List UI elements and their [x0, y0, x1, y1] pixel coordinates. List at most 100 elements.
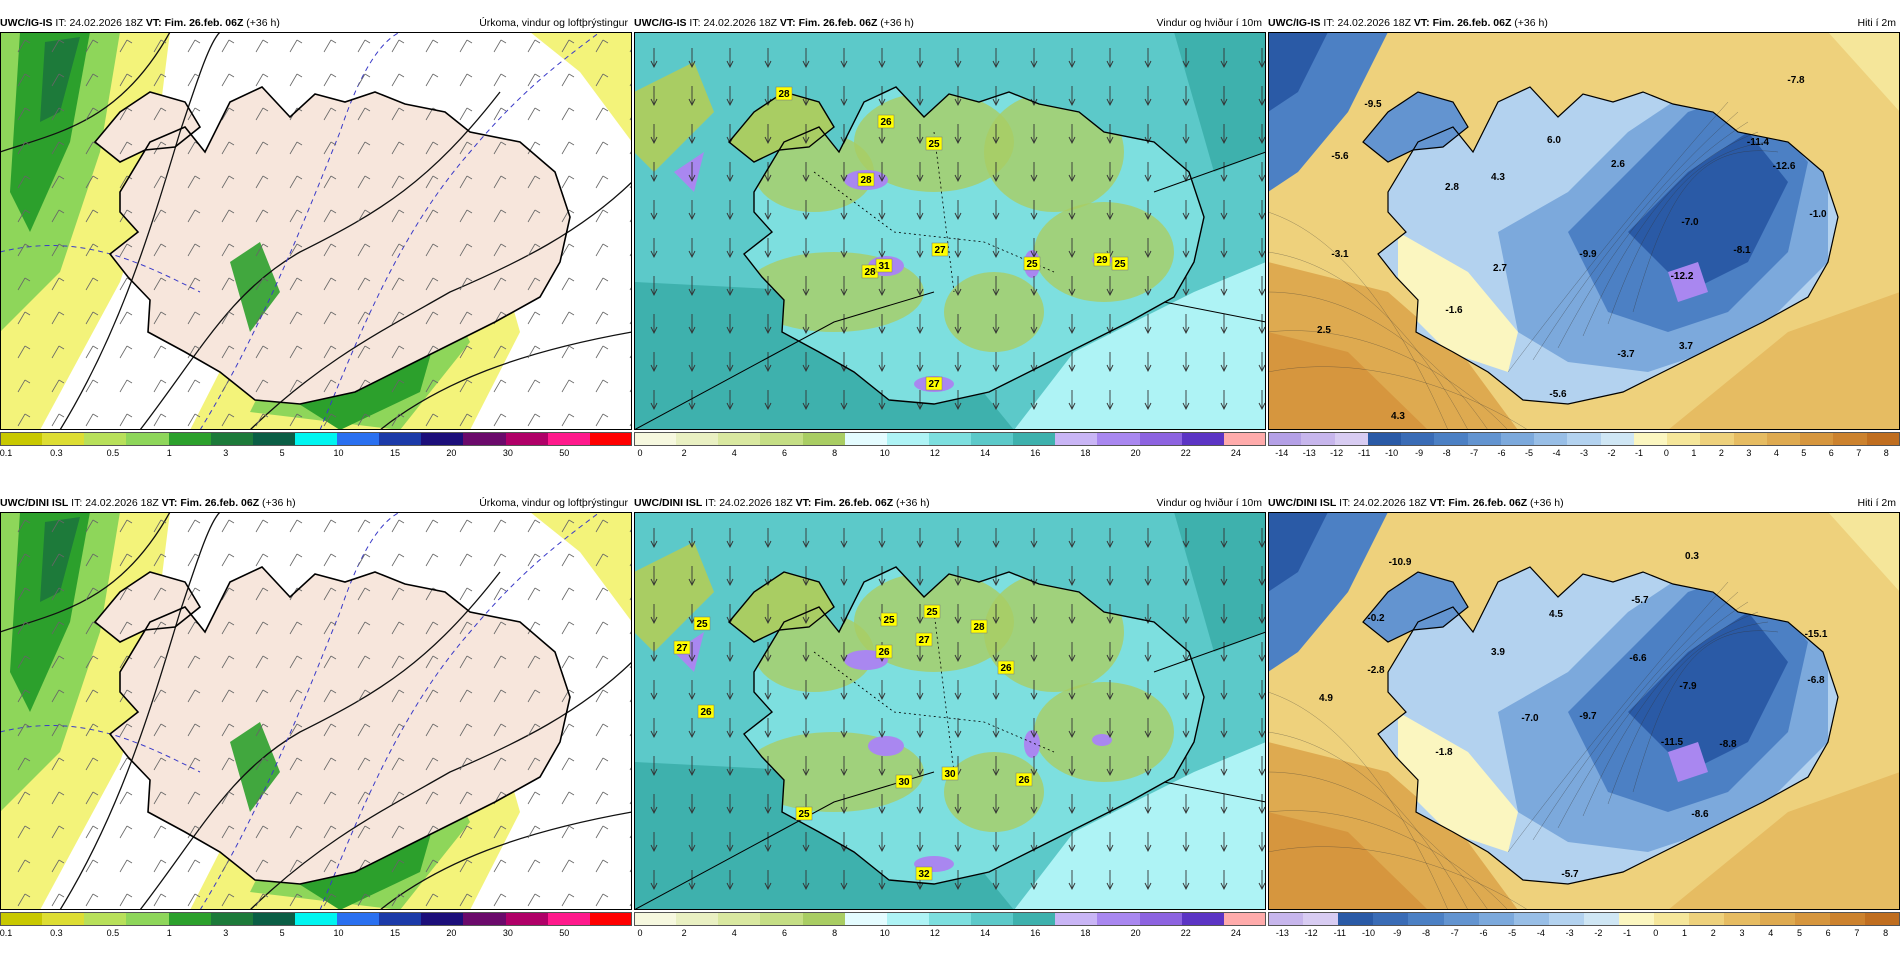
map-value-label: -1.8 — [1435, 747, 1453, 758]
colorbar-tick-label: 24 — [1230, 928, 1241, 938]
map-value-label: -9.5 — [1364, 99, 1382, 110]
colorbar-tick-label: 15 — [389, 928, 401, 938]
colorbar-swatch — [252, 912, 296, 926]
colorbar-tick-label: 20 — [1130, 448, 1141, 458]
colorbar-tick-label: 30 — [502, 448, 513, 458]
model-source-label: UWC/IG-IS — [634, 17, 687, 29]
map-value-text: 26 — [1018, 775, 1030, 786]
colorbar-ticks: 0.1 0.3 0.5 1 3 5 10 15 20 30 50 — [0, 927, 632, 941]
colorbar-border — [634, 432, 1266, 446]
map-value-text: -8.1 — [1733, 245, 1751, 256]
map-value-text: -6.6 — [1629, 653, 1647, 664]
panel-title: Vindur og hviður í 10m — [1156, 17, 1262, 29]
map-value-text: -6.8 — [1807, 675, 1825, 686]
colorbar-swatch — [463, 432, 507, 446]
valid-time-prefix: VT: — [161, 497, 178, 509]
map-value-text: -8.6 — [1691, 809, 1709, 820]
map-value-label: 27 — [925, 376, 943, 391]
map-value-label: -7.0 — [1681, 217, 1699, 228]
map-value-text: -9.9 — [1579, 249, 1597, 260]
colorbar-tick-label: 8 — [832, 448, 838, 458]
map-value-text: 27 — [918, 635, 930, 646]
map-value-text: 27 — [934, 245, 946, 256]
map-value-label: -9.7 — [1579, 711, 1597, 722]
colorbar-swatch — [126, 912, 170, 926]
colorbar-swatch — [1733, 432, 1768, 446]
colorbar-tick-label: 0.5 — [106, 448, 120, 458]
valid-time-prefix: VT: — [1429, 497, 1446, 509]
map-canvas: -10.9 0.3 -0.2 4.5 -5.7 -15.1 -2.8 3.9 -6.6 -6.8 4… — [1268, 512, 1900, 910]
map-value-label: -11.4 — [1747, 137, 1770, 148]
colorbar-swatch — [928, 432, 972, 446]
map-value-label: -1.0 — [1809, 209, 1827, 220]
map-value-label: -5.6 — [1549, 389, 1567, 400]
map-value-label: 4.9 — [1319, 693, 1333, 704]
colorbar-ticks: 0.1 0.3 0.5 1 3 5 10 15 20 30 50 — [0, 447, 632, 461]
colorbar-tick-label: 16 — [1030, 928, 1041, 938]
colorbar-tick-label: 18 — [1080, 448, 1091, 458]
colorbar-swatch — [1013, 912, 1056, 926]
colorbar-tick-label: 8 — [1883, 928, 1889, 938]
colorbar-tick-label: 22 — [1180, 928, 1191, 938]
colorbar-swatch — [1338, 912, 1374, 926]
colorbar-tick-label: 3 — [1746, 448, 1752, 458]
colorbar-tick-label: 0.1 — [0, 448, 13, 458]
colorbar-swatch — [802, 912, 846, 926]
colorbar-tick-label: -14 — [1275, 448, 1289, 458]
colorbar-tick-label: 0 — [1653, 928, 1659, 938]
colorbar-tick-label: 2 — [681, 448, 687, 458]
map-value-label: 4.3 — [1391, 411, 1405, 422]
colorbar-tick-label: 10 — [333, 448, 344, 458]
colorbar-swatch — [421, 432, 464, 446]
map-value-label: -5.6 — [1331, 151, 1349, 162]
map-value-text: -7.0 — [1681, 217, 1699, 228]
map-value-text: 3.7 — [1679, 341, 1693, 352]
colorbar — [0, 912, 633, 926]
panel-header: UWC/DINI ISL IT: 24.02.2026 18Z VT: Fim.… — [0, 494, 632, 512]
map-value-label: -9.9 — [1579, 249, 1597, 260]
colorbar-swatch — [1689, 912, 1725, 926]
colorbar-swatch — [1434, 432, 1469, 446]
colorbar-border — [634, 912, 1266, 926]
colorbar-tick-label: 30 — [502, 928, 513, 938]
map-value-label: -8.1 — [1733, 245, 1751, 256]
colorbar-tick-label: 18 — [1080, 928, 1091, 938]
colorbar-tick-label: 2 — [681, 928, 687, 938]
colorbar-swatch — [1013, 432, 1056, 446]
colorbar-swatch — [1633, 432, 1668, 446]
colorbar-tick-label: 8 — [832, 928, 838, 938]
colorbar-swatch — [589, 912, 633, 926]
map-value-label: -8.6 — [1691, 809, 1709, 820]
map-value-label: -12.2 — [1671, 271, 1694, 282]
colorbar-tick-label: 12 — [929, 928, 940, 938]
map-canvas — [0, 32, 632, 430]
map-canvas: 25 27 26 25 27 28 26 25 26 30 30 26 25 32 — [634, 512, 1266, 910]
colorbar-swatch — [337, 432, 380, 446]
forecast-lead-label: (+36 h) — [896, 497, 930, 509]
model-source-label: UWC/IG-IS — [1268, 17, 1321, 29]
colorbar-tick-label: 12 — [929, 448, 940, 458]
colorbar-tick-label: -3 — [1565, 928, 1574, 938]
map-value-text: 29 — [1096, 255, 1108, 266]
colorbar-tick-label: 10 — [333, 928, 344, 938]
panel-header: UWC/IG-IS IT: 24.02.2026 18Z VT: Fim. 26… — [634, 14, 1266, 32]
map-value-label: 28 — [775, 86, 793, 101]
colorbar-tick-label: 0.3 — [50, 448, 63, 458]
colorbar-tick-label: 4 — [1768, 928, 1774, 938]
map-value-label: -7.0 — [1521, 713, 1539, 724]
precip-map — [0, 32, 632, 430]
colorbar-swatch — [1654, 912, 1690, 926]
map-value-text: 2.5 — [1317, 325, 1331, 336]
colorbar-border — [1268, 912, 1900, 926]
model-source-label: UWC/DINI ISL — [1268, 497, 1337, 509]
colorbar-swatch — [252, 432, 296, 446]
colorbar-tick-label: -4 — [1536, 928, 1545, 938]
map-value-text: 31 — [878, 261, 890, 272]
colorbar-tick-label: 16 — [1030, 448, 1041, 458]
colorbar-tick-label: 0 — [1663, 448, 1669, 458]
colorbar-swatch — [505, 912, 549, 926]
map-value-text: 26 — [880, 117, 892, 128]
colorbar — [0, 432, 633, 446]
map-value-label: -3.7 — [1617, 349, 1635, 360]
colorbar-tick-label: 4 — [731, 448, 737, 458]
